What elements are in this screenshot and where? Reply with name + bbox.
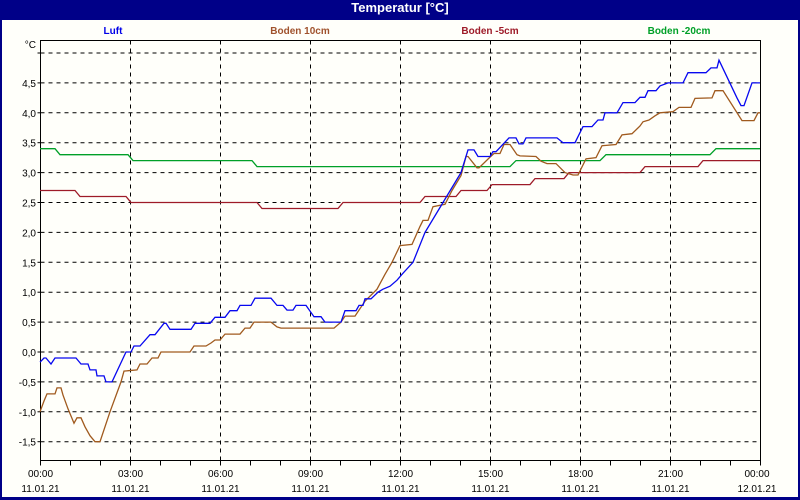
svg-text:00:00: 00:00 <box>28 469 53 480</box>
svg-text:15:00: 15:00 <box>478 469 503 480</box>
svg-text:4,5: 4,5 <box>22 79 36 90</box>
svg-text:4,0: 4,0 <box>22 109 36 120</box>
svg-text:11.01.21: 11.01.21 <box>291 484 330 495</box>
svg-text:18:00: 18:00 <box>568 469 593 480</box>
svg-text:12.01.21: 12.01.21 <box>738 484 777 495</box>
svg-text:3,5: 3,5 <box>22 139 36 150</box>
svg-text:1,5: 1,5 <box>22 258 36 269</box>
svg-text:11.01.21: 11.01.21 <box>471 484 510 495</box>
svg-text:-0,5: -0,5 <box>19 378 37 389</box>
svg-text:09:00: 09:00 <box>298 469 323 480</box>
svg-text:11.01.21: 11.01.21 <box>651 484 690 495</box>
svg-text:11.01.21: 11.01.21 <box>111 484 150 495</box>
svg-text:2,0: 2,0 <box>22 228 36 239</box>
svg-text:11.01.21: 11.01.21 <box>21 484 60 495</box>
svg-text:0,5: 0,5 <box>22 318 36 329</box>
svg-text:06:00: 06:00 <box>208 469 233 480</box>
svg-text:11.01.21: 11.01.21 <box>201 484 240 495</box>
svg-text:1,0: 1,0 <box>22 288 36 299</box>
svg-text:11.01.21: 11.01.21 <box>561 484 600 495</box>
svg-text:-1,5: -1,5 <box>19 438 37 449</box>
svg-text:00:00: 00:00 <box>744 469 769 480</box>
svg-text:2,5: 2,5 <box>22 199 36 210</box>
svg-text:0,0: 0,0 <box>22 348 36 359</box>
svg-text:21:00: 21:00 <box>658 469 683 480</box>
svg-text:3,0: 3,0 <box>22 169 36 180</box>
svg-text:°C: °C <box>25 40 36 51</box>
svg-text:03:00: 03:00 <box>118 469 143 480</box>
svg-text:11.01.21: 11.01.21 <box>381 484 420 495</box>
svg-text:12:00: 12:00 <box>388 469 413 480</box>
svg-text:-1,0: -1,0 <box>19 408 37 419</box>
